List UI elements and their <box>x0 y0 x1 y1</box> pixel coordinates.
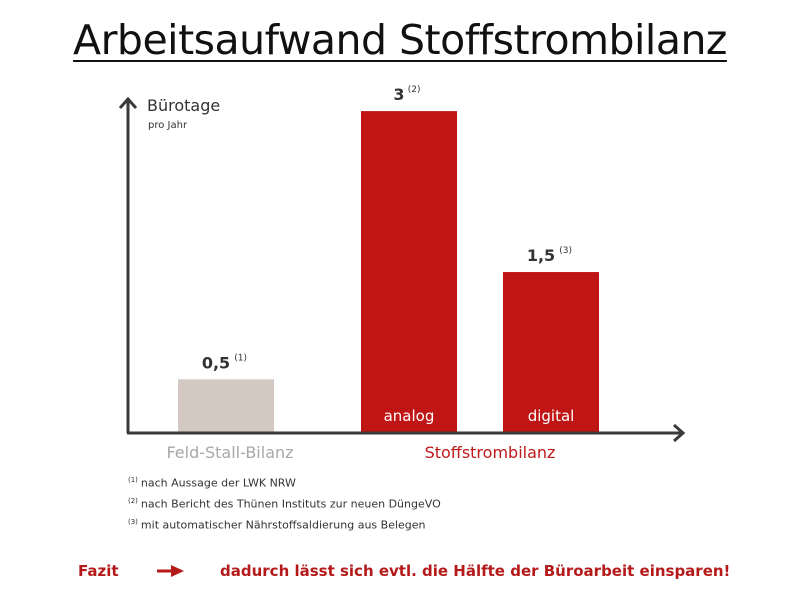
footnote-text: mit automatischer Nährstoffsaldierung au… <box>140 518 426 532</box>
bar <box>178 379 274 432</box>
x-group-label: Feld-Stall-Bilanz <box>166 443 293 462</box>
footnote-text: nach Aussage der LWK NRW <box>140 476 296 490</box>
y-axis-label: Bürotage <box>147 96 220 115</box>
footnote: (1) nach Aussage der LWK NRW <box>128 472 441 493</box>
x-group-label: Stoffstrombilanz <box>425 443 556 462</box>
bar <box>503 272 599 432</box>
data-label-note: (1) <box>234 353 247 363</box>
footnote: (2) nach Bericht des Thünen Instituts zur… <box>128 493 441 514</box>
y-axis-sublabel: pro Jahr <box>148 120 188 131</box>
data-label-note: (3) <box>559 246 572 256</box>
chart-title: Arbeitsaufwand Stoffstrombilanz <box>0 16 800 64</box>
conclusion-text: dadurch lässt sich evtl. die Hälfte der … <box>220 562 731 580</box>
arrow-right-icon <box>157 565 184 577</box>
footnote: (3) mit automatischer Nährstoffsaldierung… <box>128 514 441 535</box>
chart-title-text: Arbeitsaufwand Stoffstrombilanz <box>73 16 727 64</box>
footnote-text: nach Bericht des Thünen Instituts zur ne… <box>140 497 441 511</box>
data-label-note: (2) <box>408 85 421 95</box>
bar-inner-label: analog <box>384 407 435 425</box>
data-label: 0,5 <box>202 353 230 372</box>
bar <box>361 111 457 432</box>
footnotes: (1) nach Aussage der LWK NRW (2) nach Beri… <box>128 472 441 535</box>
y-axis-arrow-icon <box>118 96 138 109</box>
data-label: 3 <box>393 85 404 104</box>
data-label: 1,5 <box>527 246 555 265</box>
bar-chart: Bürotage pro Jahr 0,5 (1) 3 (2) analog 1,5 (3) di… <box>118 85 686 462</box>
x-axis-arrow-icon <box>673 423 686 443</box>
conclusion: Fazit dadurch lässt sich evtl. die Hälft… <box>0 562 800 586</box>
footnote-mark: (1) <box>128 476 138 484</box>
conclusion-label: Fazit <box>78 562 119 580</box>
footnote-mark: (3) <box>128 518 138 526</box>
footnote-mark: (2) <box>128 497 138 505</box>
bar-inner-label: digital <box>528 407 575 425</box>
